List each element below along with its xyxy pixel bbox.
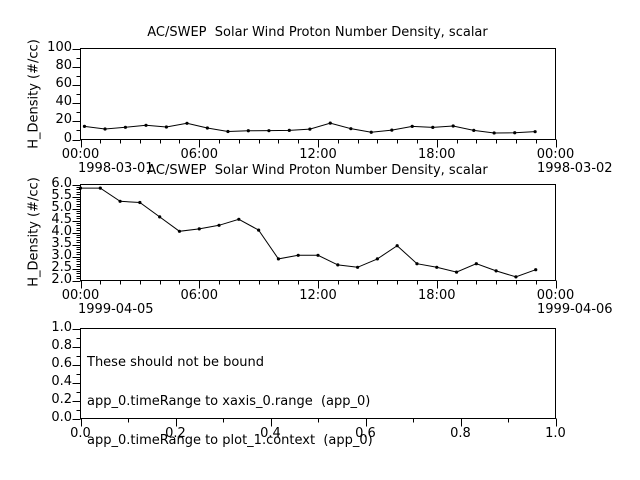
y-tick-label: 80	[55, 57, 72, 73]
x-axis-date-label: 1998-03-02	[537, 161, 613, 176]
annotation-line: app_0.timeRange to xaxis_0.range (app_0)	[87, 394, 371, 409]
x-axis-date-label: 1999-04-05	[78, 302, 154, 317]
plot0-y-axis-label: H_Density (#/cc)	[26, 39, 42, 149]
plot0-title: AC/SWEP Solar Wind Proton Number Density…	[147, 25, 488, 40]
x-tick-label: 00:00	[536, 147, 575, 162]
annotation-line: app_0.timeRange to plot_1.context (app_0…	[87, 433, 373, 448]
x-tick-label: 0.8	[450, 426, 471, 441]
x-tick-label: 06:00	[180, 147, 218, 162]
x-tick-label: 18:00	[418, 147, 456, 162]
y-tick-label: 2.0	[51, 271, 72, 287]
x-tick-label: 18:00	[418, 288, 456, 303]
y-tick-label: 0	[63, 130, 72, 146]
y-tick-label: 4.0	[51, 223, 72, 239]
y-tick-label: 0.6	[51, 355, 72, 371]
y-tick-label: 40	[55, 94, 72, 110]
x-tick-label: 0.6	[355, 426, 376, 441]
x-tick-label: 0.2	[165, 426, 186, 441]
x-tick-label: 00:00	[536, 288, 575, 303]
y-tick-label: 3.0	[51, 247, 72, 263]
y-tick-label: 3.5	[51, 235, 72, 251]
plot1-y-axis-label: H_Density (#/cc)	[26, 177, 42, 287]
y-tick-label: 0.0	[51, 409, 72, 425]
x-axis-date-label: 1999-04-06	[537, 302, 613, 317]
y-tick-label: 60	[55, 75, 72, 91]
x-tick-label: 1.0	[545, 426, 566, 441]
x-tick-label: 06:00	[180, 288, 218, 303]
y-tick-label: 0.8	[51, 337, 72, 353]
x-tick-label: 12:00	[299, 288, 337, 303]
y-tick-label: 1.0	[51, 319, 72, 335]
x-tick-label: 0.4	[260, 426, 281, 441]
y-tick-label: 5.0	[51, 199, 72, 215]
y-tick-label: 0.2	[51, 391, 72, 407]
x-tick-label: 12:00	[299, 147, 337, 162]
x-tick-label: 0.0	[70, 426, 91, 441]
y-tick-label: 6.0	[51, 175, 72, 191]
binding-annotation: These should not be bound app_0.timeRang…	[87, 330, 373, 473]
y-tick-label: 0.4	[51, 373, 72, 389]
y-tick-label: 100	[47, 39, 72, 55]
plot1-title: AC/SWEP Solar Wind Proton Number Density…	[147, 163, 488, 178]
y-tick-label: 5.5	[51, 187, 72, 203]
x-tick-label: 00:00	[61, 288, 100, 303]
y-tick-label: 2.5	[51, 259, 72, 275]
y-tick-label: 20	[55, 112, 72, 128]
y-tick-label: 4.5	[51, 211, 72, 227]
x-axis-date-label: 1998-03-01	[78, 161, 154, 176]
x-tick-label: 00:00	[61, 147, 100, 162]
annotation-line: These should not be bound	[87, 355, 265, 370]
